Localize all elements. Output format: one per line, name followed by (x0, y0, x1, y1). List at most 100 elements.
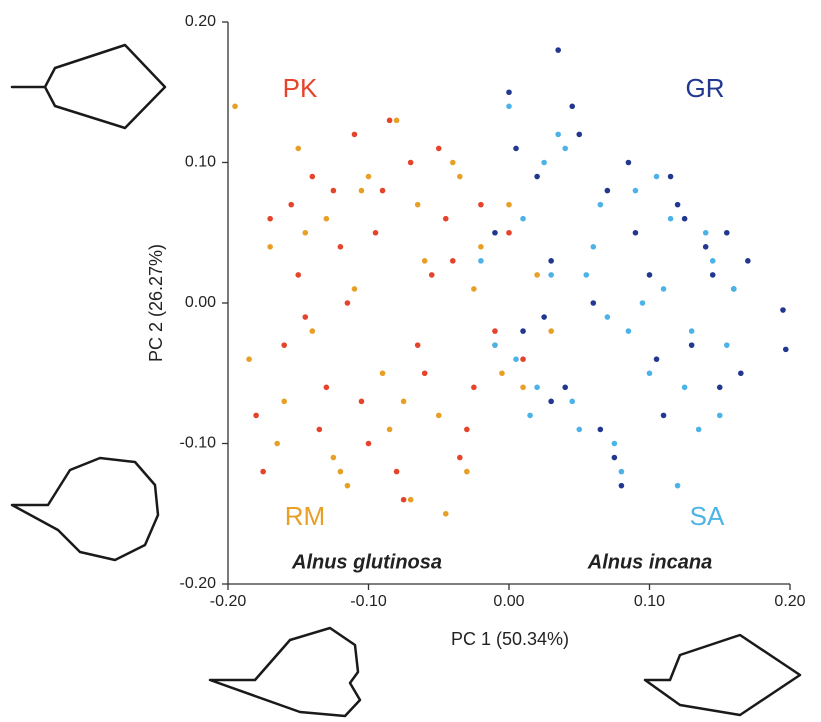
point (288, 201, 295, 208)
point (534, 272, 540, 278)
point (323, 215, 330, 222)
y-tick-label: 0.00 (185, 294, 216, 311)
point (569, 398, 576, 405)
point (548, 328, 554, 334)
point (421, 370, 428, 377)
leaf-outline (10, 43, 167, 130)
point (681, 384, 688, 391)
point (393, 117, 400, 124)
point (379, 370, 386, 377)
species-label: Alnus incana (587, 551, 712, 573)
point (457, 454, 463, 461)
point (407, 159, 414, 166)
y-tick-label: 0.20 (185, 13, 216, 30)
point (639, 300, 646, 306)
point (450, 258, 456, 264)
point (351, 286, 358, 292)
point (688, 342, 695, 348)
point (632, 187, 639, 194)
point (400, 496, 407, 503)
point (520, 384, 526, 391)
point (379, 187, 386, 194)
point (492, 328, 498, 334)
point (358, 187, 365, 194)
point (646, 370, 653, 377)
point (330, 454, 337, 461)
point (414, 342, 421, 348)
point (611, 454, 618, 461)
leaf-shapes (10, 43, 802, 718)
point (260, 468, 266, 475)
leaf-outline (10, 456, 160, 562)
point (716, 384, 723, 391)
point (506, 201, 512, 208)
point (435, 145, 442, 152)
point (695, 426, 702, 433)
point (323, 384, 330, 391)
point (372, 229, 379, 236)
point (274, 440, 280, 447)
point (253, 412, 259, 419)
x-tick-label: 0.10 (634, 593, 665, 610)
point (548, 272, 554, 278)
point (745, 258, 751, 264)
point (597, 201, 604, 208)
point (660, 412, 667, 419)
point (442, 510, 449, 517)
point (674, 201, 681, 208)
group-label: RM (285, 501, 325, 531)
point (583, 272, 590, 278)
point (302, 314, 309, 320)
point (520, 215, 526, 222)
point (709, 272, 716, 278)
point (702, 229, 709, 236)
point (555, 131, 561, 138)
point (281, 342, 288, 348)
y-tick-label: 0.10 (185, 154, 216, 171)
point (653, 356, 660, 363)
point (653, 173, 660, 180)
point (316, 426, 323, 433)
point (337, 244, 344, 250)
point (534, 384, 540, 391)
point (576, 426, 583, 433)
x-tick-label: -0.10 (350, 593, 387, 610)
point (590, 244, 597, 250)
point (534, 173, 540, 180)
point (393, 468, 400, 475)
point (611, 440, 618, 447)
point (421, 258, 428, 264)
group-label: PK (283, 73, 318, 103)
point (295, 145, 302, 152)
point (478, 258, 484, 264)
point (674, 482, 681, 489)
point (471, 384, 477, 391)
point (541, 159, 547, 166)
point (780, 307, 786, 313)
point (365, 173, 372, 180)
point (723, 229, 730, 236)
y-tick-label: -0.20 (180, 575, 217, 592)
point (267, 244, 273, 250)
point (709, 258, 716, 264)
point (428, 272, 435, 278)
point (267, 215, 273, 222)
point (625, 159, 632, 166)
point (506, 103, 512, 110)
y-axis-title: PC 2 (26.27%) (146, 244, 166, 362)
point (527, 412, 533, 419)
point (569, 103, 576, 110)
point (520, 328, 526, 334)
point (513, 145, 519, 152)
point (246, 356, 252, 363)
point (632, 229, 639, 236)
x-tick-label: 0.00 (493, 593, 524, 610)
point (344, 482, 351, 489)
point (506, 229, 512, 236)
point (414, 201, 421, 208)
group-label: SA (690, 501, 725, 531)
point (702, 244, 709, 250)
point (309, 173, 316, 180)
point (365, 440, 372, 447)
x-tick-label: 0.20 (774, 593, 805, 610)
